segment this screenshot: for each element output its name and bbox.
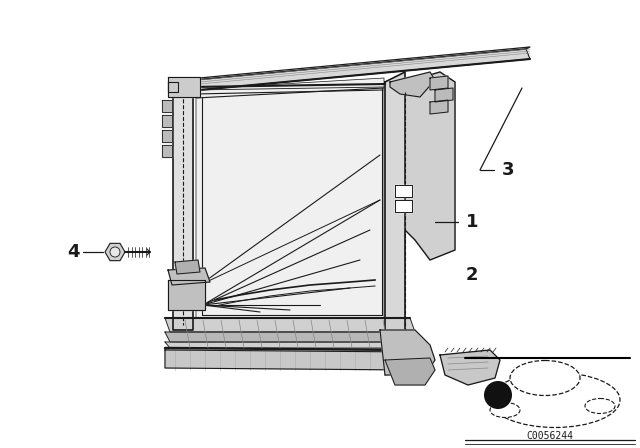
- Polygon shape: [173, 82, 193, 330]
- Circle shape: [110, 247, 120, 257]
- Polygon shape: [385, 72, 405, 375]
- Polygon shape: [385, 358, 435, 385]
- Polygon shape: [165, 342, 415, 348]
- Text: C0056244: C0056244: [527, 431, 573, 441]
- Polygon shape: [174, 49, 530, 92]
- Polygon shape: [435, 88, 453, 102]
- Polygon shape: [168, 280, 205, 310]
- Ellipse shape: [585, 399, 615, 414]
- Polygon shape: [162, 100, 172, 112]
- Polygon shape: [196, 78, 384, 320]
- Ellipse shape: [490, 372, 620, 427]
- Polygon shape: [380, 330, 435, 375]
- Text: 4: 4: [67, 243, 79, 261]
- Ellipse shape: [490, 402, 520, 418]
- Polygon shape: [162, 145, 172, 157]
- Polygon shape: [168, 77, 200, 97]
- Polygon shape: [430, 76, 448, 90]
- Ellipse shape: [510, 361, 580, 396]
- Polygon shape: [165, 318, 415, 332]
- Polygon shape: [162, 130, 172, 142]
- Circle shape: [484, 381, 512, 409]
- Polygon shape: [430, 100, 448, 114]
- Polygon shape: [405, 72, 455, 260]
- Polygon shape: [395, 200, 412, 212]
- Polygon shape: [174, 47, 530, 82]
- Polygon shape: [165, 332, 415, 342]
- Text: 1: 1: [466, 213, 478, 231]
- Polygon shape: [168, 268, 210, 285]
- Polygon shape: [168, 82, 178, 92]
- Polygon shape: [165, 350, 415, 370]
- Polygon shape: [395, 185, 412, 197]
- Polygon shape: [175, 260, 200, 274]
- Text: 3: 3: [502, 161, 515, 179]
- Polygon shape: [390, 72, 435, 97]
- Polygon shape: [162, 115, 172, 127]
- Polygon shape: [440, 350, 500, 385]
- Text: 2: 2: [466, 266, 478, 284]
